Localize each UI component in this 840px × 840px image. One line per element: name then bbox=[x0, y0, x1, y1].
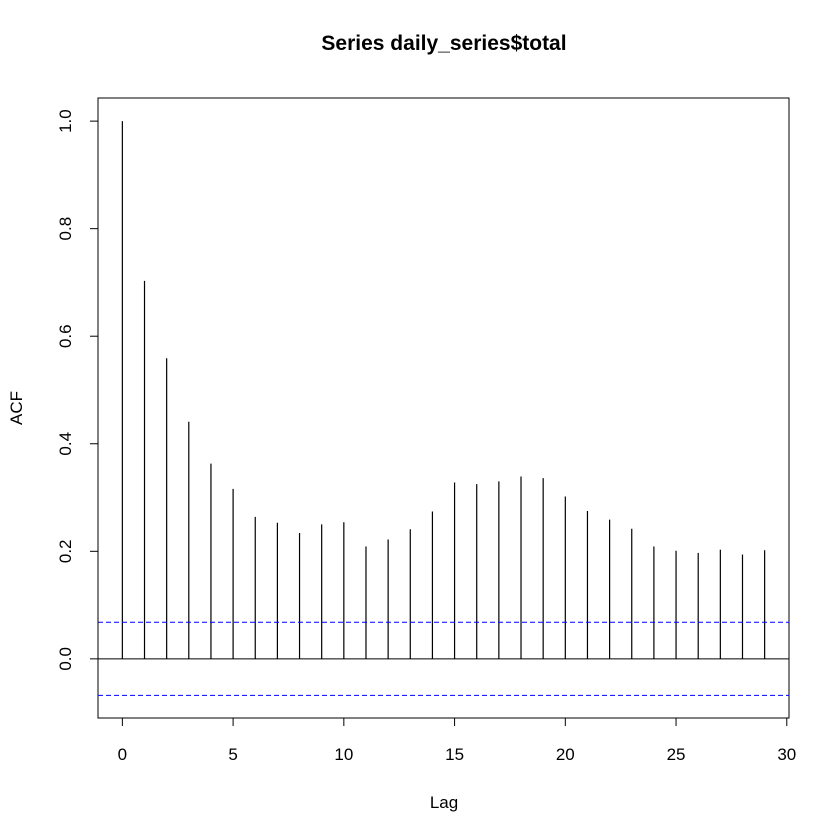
y-tick-label-2: 0.4 bbox=[56, 432, 75, 456]
y-tick-label-4: 0.8 bbox=[56, 217, 75, 241]
y-tick-label-5: 1.0 bbox=[56, 109, 75, 133]
x-tick-label-5: 5 bbox=[228, 745, 237, 764]
y-tick-label-0: 0.0 bbox=[56, 647, 75, 671]
x-tick-label-20: 20 bbox=[556, 745, 575, 764]
y-tick-label-1: 0.2 bbox=[56, 539, 75, 563]
x-axis-label: Lag bbox=[430, 793, 458, 812]
confidence-lines bbox=[98, 621, 789, 696]
plot-frame bbox=[97, 97, 790, 719]
y-tick-label-3: 0.6 bbox=[56, 324, 75, 348]
y-axis: 0.0 0.2 0.4 0.6 0.8 1.0 bbox=[56, 109, 99, 671]
chart-title: Series daily_series$total bbox=[321, 32, 566, 55]
x-tick-label-0: 0 bbox=[118, 745, 127, 764]
x-tick-label-25: 25 bbox=[667, 745, 686, 764]
x-tick-label-30: 30 bbox=[777, 745, 796, 764]
acf-bars bbox=[121, 121, 766, 659]
x-axis: 0 5 10 15 20 25 30 bbox=[118, 717, 796, 764]
x-tick-label-10: 10 bbox=[334, 745, 353, 764]
x-tick-label-15: 15 bbox=[445, 745, 464, 764]
y-axis-label: ACF bbox=[7, 391, 26, 425]
